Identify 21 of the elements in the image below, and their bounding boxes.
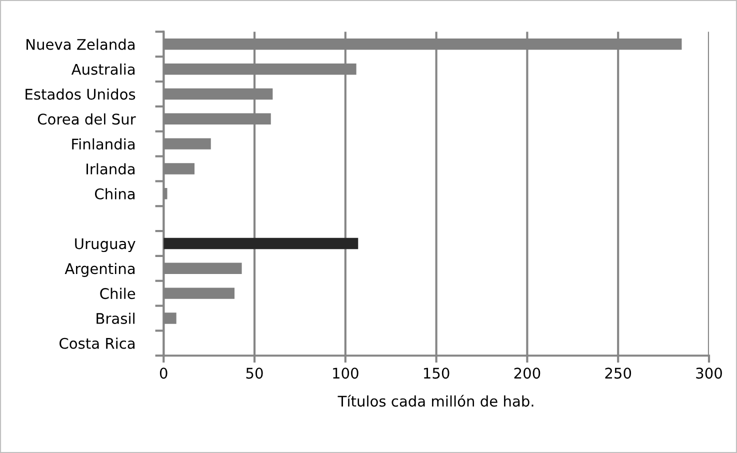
x-tick-label: 200 bbox=[514, 368, 540, 379]
bar bbox=[164, 238, 358, 250]
y-tick-label: Brasil bbox=[96, 312, 134, 324]
y-tick-label: Argentina bbox=[64, 262, 135, 277]
y-tick-label: Estados Unidos bbox=[26, 88, 136, 100]
x-tick-label: 150 bbox=[424, 368, 450, 379]
y-tick-label: Corea del Sur bbox=[38, 113, 136, 125]
y-tick-label: China bbox=[95, 188, 135, 200]
y-tick-label: Irlanda bbox=[86, 163, 135, 174]
x-tick-label: 300 bbox=[696, 368, 722, 379]
y-tick-label: Costa Rica bbox=[60, 338, 135, 349]
x-axis-title: Títulos cada millón de hab. bbox=[338, 394, 534, 407]
y-tick-label: Australia bbox=[71, 64, 135, 75]
x-tick-label: 0 bbox=[160, 368, 168, 379]
x-tick-label: 50 bbox=[246, 368, 263, 379]
y-tick-label: Chile bbox=[100, 288, 136, 300]
y-tick-label: Uruguay bbox=[75, 238, 136, 252]
x-tick-label: 250 bbox=[605, 368, 632, 379]
y-tick-label: Finlandia bbox=[72, 138, 135, 150]
x-tick-label: 100 bbox=[333, 368, 358, 379]
y-tick-label: Nueva Zelanda bbox=[26, 38, 135, 50]
